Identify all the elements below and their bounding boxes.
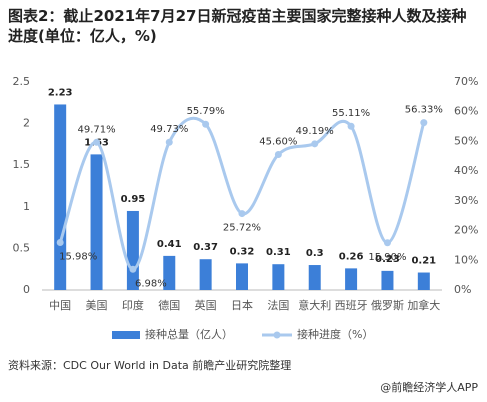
y2-tick-label: 20%: [454, 224, 478, 237]
x-tick-label: 美国: [86, 299, 108, 312]
x-tick-label: 俄罗斯: [371, 299, 404, 312]
bar-label: 0.95: [121, 194, 146, 205]
x-tick-label: 英国: [195, 298, 217, 312]
y2-tick-label: 0%: [454, 283, 471, 296]
y2-tick-label: 10%: [454, 253, 478, 266]
line-label: 49.19%: [296, 126, 334, 137]
line-label: 49.73%: [150, 124, 188, 135]
legend-swatch: [112, 331, 140, 339]
legend-swatch: [273, 331, 281, 339]
footer: @前瞻经济学人APP: [380, 380, 478, 394]
line-point: [383, 239, 391, 247]
x-tick-label: 德国: [158, 298, 180, 312]
y2-tick-label: 60%: [454, 105, 478, 118]
y2-tick-label: 50%: [454, 134, 478, 147]
bar-label: 0.37: [193, 242, 218, 253]
line-point: [202, 120, 210, 128]
x-tick-label: 法国: [267, 298, 289, 312]
line-label: 56.33%: [405, 105, 443, 116]
line-label: 25.72%: [223, 223, 261, 234]
line-label: 15.98%: [59, 252, 97, 263]
x-tick-label: 加拿大: [407, 298, 440, 312]
y-tick-label: 1: [23, 200, 30, 213]
line-point: [238, 210, 246, 218]
bar: [308, 265, 321, 290]
line: [58, 116, 426, 271]
line-point: [347, 122, 355, 130]
legend-label: 接种进度（%）: [297, 327, 373, 341]
line-point: [420, 119, 428, 127]
line-point: [311, 140, 319, 148]
bar: [236, 263, 248, 290]
bar-label: 0.31: [266, 247, 291, 258]
line-label: 55.11%: [332, 108, 370, 119]
bar-label: 0.41: [157, 239, 182, 250]
chart-title: 图表2：截止2021年7月27日新冠疫苗主要国家完整接种人数及接种进度(单位：亿…: [8, 7, 467, 45]
y2-tick-label: 30%: [454, 194, 478, 207]
x-tick-label: 中国: [49, 299, 71, 312]
line-label: 55.79%: [187, 106, 225, 117]
y-tick-label: 0: [23, 283, 30, 296]
source: 资料来源：CDC Our World in Data 前瞻产业研究院整理: [8, 358, 291, 372]
line-label: 45.60%: [259, 137, 297, 148]
bar: [272, 264, 285, 290]
y-tick-label: 2.5: [13, 75, 31, 88]
bar-label: 0.26: [339, 251, 364, 262]
bar: [199, 259, 212, 290]
bar-label: 0.21: [411, 256, 436, 267]
y2-tick-label: 70%: [454, 75, 478, 88]
line-label: 15.90%: [368, 252, 406, 263]
line-point: [93, 138, 101, 146]
line-point: [129, 265, 137, 273]
legend-label: 接种总量（亿人）: [145, 327, 233, 341]
bar: [345, 268, 358, 290]
line-point: [165, 138, 173, 146]
line-label: 6.98%: [135, 278, 167, 289]
bar: [381, 270, 394, 290]
x-tick-label: 意大利: [298, 298, 331, 312]
y-tick-label: 1.5: [13, 158, 31, 171]
line-point: [274, 151, 282, 159]
y-tick-label: 2: [23, 117, 30, 130]
bar-label: 0.32: [230, 246, 255, 257]
bar: [163, 255, 176, 290]
line-label: 49.71%: [77, 124, 115, 135]
bar-label: 0.3: [306, 248, 324, 259]
x-tick-label: 日本: [231, 298, 253, 312]
bar-label: 0.23: [375, 254, 400, 265]
y-tick-label: 0.5: [13, 241, 31, 254]
bar: [417, 272, 430, 290]
y2-tick-label: 40%: [454, 164, 478, 177]
x-tick-label: 西班牙: [335, 299, 368, 312]
x-tick-label: 印度: [122, 298, 144, 312]
line-point: [56, 239, 64, 247]
bar-label: 2.23: [48, 87, 73, 98]
bar: [90, 154, 103, 290]
